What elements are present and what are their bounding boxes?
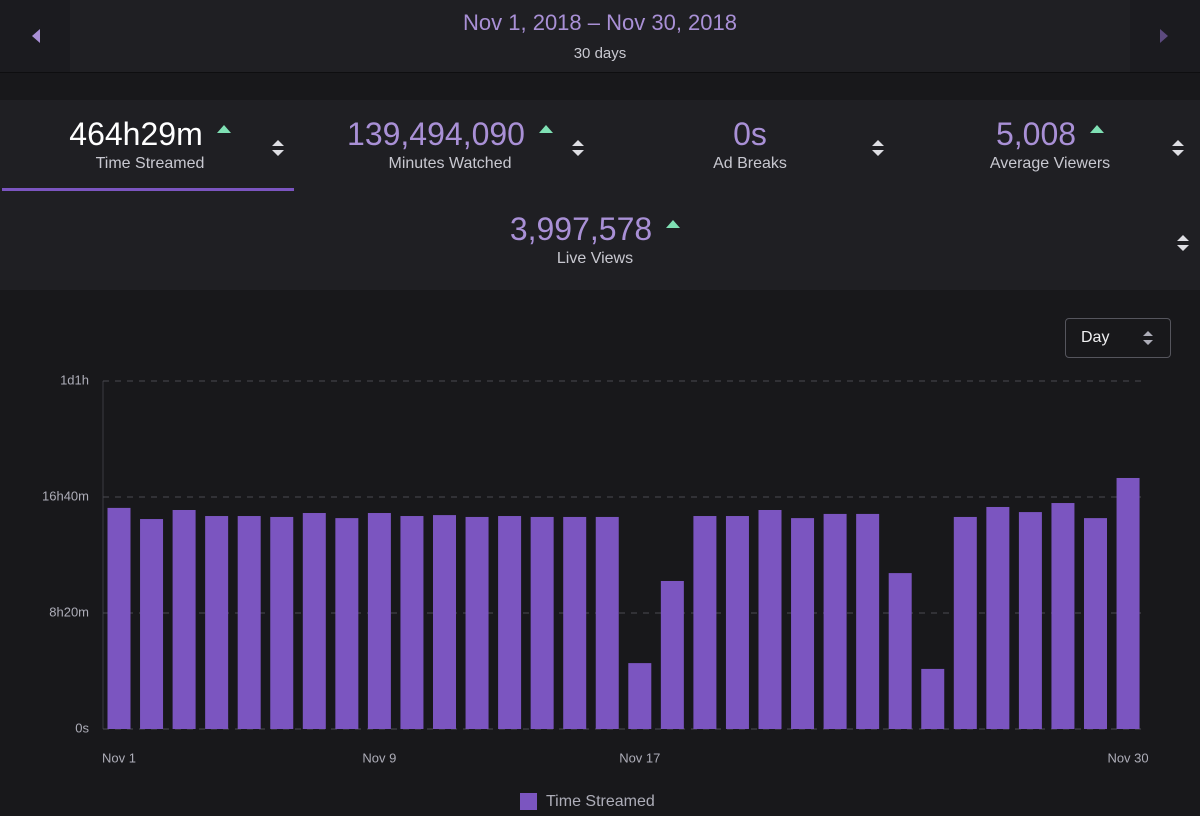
prev-icon: [32, 29, 40, 43]
bar: [693, 516, 717, 729]
bar: [172, 509, 196, 729]
sort-icon[interactable]: [272, 138, 284, 158]
date-range: Nov 1, 2018 – Nov 30, 2018: [463, 10, 737, 35]
bar: [367, 513, 391, 729]
x-tick-label: Nov 17: [619, 750, 660, 765]
stat-value: 464h29m: [0, 116, 300, 153]
y-tick-label: 0s: [75, 720, 89, 735]
bar: [400, 516, 424, 729]
stat-value: 3,997,578: [445, 211, 745, 248]
sort-icon[interactable]: [572, 138, 584, 158]
stat-tile[interactable]: 464h29m Time Streamed: [0, 100, 300, 195]
chart: 0s 8h20m 16h40m 1d1h Nov 1 Nov 9 Nov 17 Nov 30 T…: [42, 372, 1149, 810]
stat-tile[interactable]: 139,494,090 Minutes Watched: [300, 100, 600, 195]
y-tick-label: 8h20m: [49, 604, 89, 619]
stat-value-text: 464h29m: [69, 116, 203, 152]
legend-swatch: [520, 793, 537, 810]
legend-label: Time Streamed: [546, 793, 655, 810]
bar: [660, 580, 684, 729]
stat-value-text: 139,494,090: [347, 116, 525, 152]
bar: [433, 515, 456, 729]
trend-up-icon: [666, 220, 681, 228]
bar: [498, 516, 522, 729]
bar: [1084, 518, 1107, 729]
stat-value: 0s: [600, 116, 900, 153]
bar: [888, 573, 912, 729]
sort-icon[interactable]: [872, 138, 884, 158]
stat-label: Time Streamed: [95, 155, 205, 172]
stat-label: Live Views: [556, 250, 634, 267]
bar: [921, 668, 945, 729]
date-bar: [0, 0, 1200, 73]
bar: [205, 516, 229, 729]
trend-up-icon: [538, 125, 553, 133]
stat-tile[interactable]: 5,008 Average Viewers: [900, 100, 1200, 195]
bar: [270, 516, 294, 729]
stat-label: Ad Breaks: [713, 155, 787, 172]
bar: [465, 516, 489, 729]
bar: [791, 518, 815, 729]
selected-indicator: [2, 188, 294, 191]
interval-select[interactable]: Day: [1065, 318, 1171, 358]
stat-label: Minutes Watched: [388, 155, 512, 172]
stat-value: 5,008: [900, 116, 1200, 153]
stat-value-text: 0s: [733, 116, 767, 152]
bar: [107, 507, 131, 729]
x-tick-label: Nov 30: [1107, 750, 1148, 765]
prev-button[interactable]: [0, 0, 70, 72]
bar: [530, 516, 554, 729]
bar: [1018, 512, 1042, 729]
bar: [628, 663, 652, 729]
bar: [1116, 477, 1140, 729]
select-arrows: [1143, 331, 1153, 345]
stat-value-text: 3,997,578: [509, 211, 653, 247]
bar: [237, 516, 261, 729]
bar: [758, 509, 782, 729]
sort-icon[interactable]: [1177, 233, 1189, 253]
bar: [856, 513, 880, 729]
y-tick-label: 16h40m: [42, 488, 89, 503]
x-tick-label: Nov 1: [102, 750, 136, 765]
y-tick-label: 1d1h: [60, 372, 89, 387]
sort-icon[interactable]: [1172, 138, 1184, 158]
stats-panel: [0, 100, 1200, 290]
stat-label: Average Viewers: [989, 155, 1111, 172]
bar: [1051, 503, 1075, 729]
bar: [823, 513, 847, 729]
stat-tile[interactable]: 0s Ad Breaks: [600, 100, 900, 195]
duration: 30 days: [573, 45, 627, 62]
bar: [725, 516, 749, 729]
bar: [302, 513, 326, 729]
bar: [595, 516, 619, 729]
next-icon: [1160, 29, 1168, 43]
bar: [335, 518, 359, 729]
stat-value-text: 5,008: [995, 116, 1077, 152]
interval-value: Day: [1081, 329, 1110, 346]
trend-up-icon: [1090, 125, 1105, 133]
stat-tile[interactable]: 3,997,578 Live Views: [445, 195, 745, 290]
bar: [953, 516, 977, 729]
bar: [140, 519, 164, 729]
next-button[interactable]: [1130, 0, 1200, 72]
bar: [986, 506, 1010, 729]
bar: [563, 516, 587, 729]
trend-up-icon: [216, 125, 231, 133]
x-tick-label: Nov 9: [362, 750, 396, 765]
stat-value: 139,494,090: [300, 116, 600, 153]
